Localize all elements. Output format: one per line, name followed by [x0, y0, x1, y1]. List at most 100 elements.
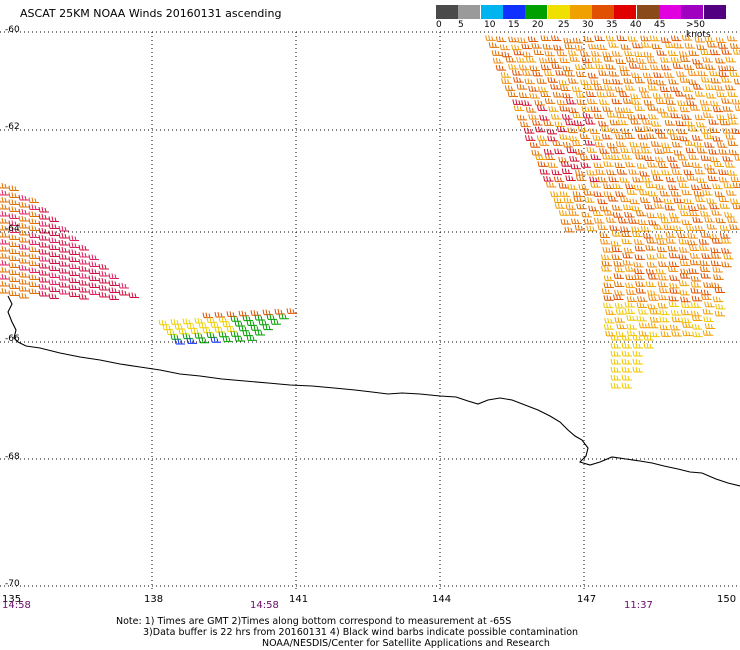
wind-barb: [588, 43, 599, 50]
wind-barb: [627, 35, 639, 42]
wind-barb: [626, 330, 638, 337]
wind-barb: [8, 248, 19, 254]
wind-barb: [504, 85, 516, 91]
legend-swatch: [569, 5, 592, 19]
wind-barb: [28, 288, 39, 294]
wind-barb: [499, 44, 511, 51]
wind-barb: [603, 55, 614, 62]
wind-barb: [8, 227, 19, 233]
wind-barb: [597, 176, 609, 183]
wind-barb: [270, 319, 281, 325]
wind-barb: [655, 268, 667, 275]
wind-barb: [543, 176, 554, 182]
wind-barb: [708, 233, 720, 240]
wind-barb: [712, 135, 723, 142]
wind-barb: [539, 168, 551, 175]
wind-barb: [588, 205, 599, 212]
wind-barb: [691, 295, 703, 302]
wind-barb: [0, 266, 9, 273]
wind-barb: [108, 273, 119, 279]
wind-barb: [634, 268, 645, 274]
wind-barb: [656, 107, 668, 114]
wind-barb: [691, 135, 703, 141]
wind-barb: [681, 35, 693, 41]
wind-barb: [649, 64, 661, 71]
wind-barb: [508, 36, 519, 43]
wind-barb: [622, 98, 634, 104]
wind-barb: [511, 69, 523, 76]
wind-barb: [688, 79, 699, 85]
wind-barb: [609, 225, 620, 231]
wind-barb: [611, 154, 622, 161]
wind-barb: [544, 154, 556, 161]
pass-time: 14:58: [250, 600, 279, 611]
wind-barb: [571, 86, 583, 92]
legend-swatch: [703, 5, 726, 19]
wind-barb: [676, 71, 687, 77]
wind-barb: [512, 99, 523, 105]
wind-barb: [673, 42, 685, 49]
wind-barb: [601, 133, 613, 140]
wind-barb: [663, 72, 675, 78]
wind-barb: [68, 270, 79, 276]
wind-barb: [703, 163, 715, 170]
wind-barb: [651, 43, 663, 50]
wind-barb: [531, 149, 542, 156]
wind-barb: [729, 71, 740, 77]
wind-barb: [599, 99, 610, 105]
wind-barb: [18, 236, 29, 243]
wind-barb: [28, 246, 39, 252]
wind-barb: [608, 176, 619, 183]
wind-barb: [8, 241, 19, 247]
wind-barb: [725, 84, 736, 91]
wind-barb: [507, 91, 519, 97]
lat-label: -66: [5, 334, 20, 344]
wind-barb: [670, 35, 682, 42]
wind-barb: [580, 162, 591, 168]
wind-barb: [553, 176, 565, 183]
wind-barb: [210, 337, 221, 343]
wind-barb: [596, 91, 608, 98]
wind-barb: [647, 273, 659, 280]
wind-barb: [686, 100, 697, 106]
wind-barb: [511, 44, 522, 51]
wind-barb: [8, 185, 19, 191]
wind-barb: [254, 329, 265, 336]
wind-barb: [677, 128, 688, 135]
wind-barb: [718, 196, 729, 202]
wind-barb: [568, 107, 579, 113]
wind-barb: [710, 77, 722, 84]
wind-barb: [622, 252, 633, 259]
wind-barb: [38, 206, 49, 213]
wind-barb: [641, 92, 652, 99]
wind-barb: [686, 174, 697, 181]
wind-barb: [576, 203, 587, 210]
wind-barb: [590, 154, 601, 160]
wind-barb: [700, 272, 711, 279]
wind-barb: [678, 238, 690, 245]
wind-barb: [78, 272, 89, 279]
wind-barb: [679, 135, 690, 142]
wind-barb: [673, 197, 684, 204]
wind-barb: [562, 65, 573, 72]
wind-barb: [603, 282, 614, 289]
wind-barb: [592, 210, 604, 216]
wind-barb: [694, 36, 706, 43]
wind-barb: [523, 127, 535, 134]
wind-barb: [643, 99, 655, 106]
wind-barb: [539, 57, 550, 64]
wind-barb: [582, 112, 594, 119]
wind-barb: [605, 309, 616, 315]
lat-label: -70: [5, 579, 20, 589]
wind-barb: [491, 50, 503, 56]
wind-barb: [0, 259, 9, 266]
wind-barb: [687, 205, 699, 212]
wind-barb: [18, 243, 29, 250]
wind-barb: [614, 162, 626, 169]
wind-barb: [603, 191, 615, 197]
wind-barb: [703, 112, 714, 118]
wind-barb: [8, 262, 19, 268]
wind-barb: [678, 182, 689, 188]
wind-barb: [602, 78, 614, 85]
wind-barb: [684, 42, 696, 49]
